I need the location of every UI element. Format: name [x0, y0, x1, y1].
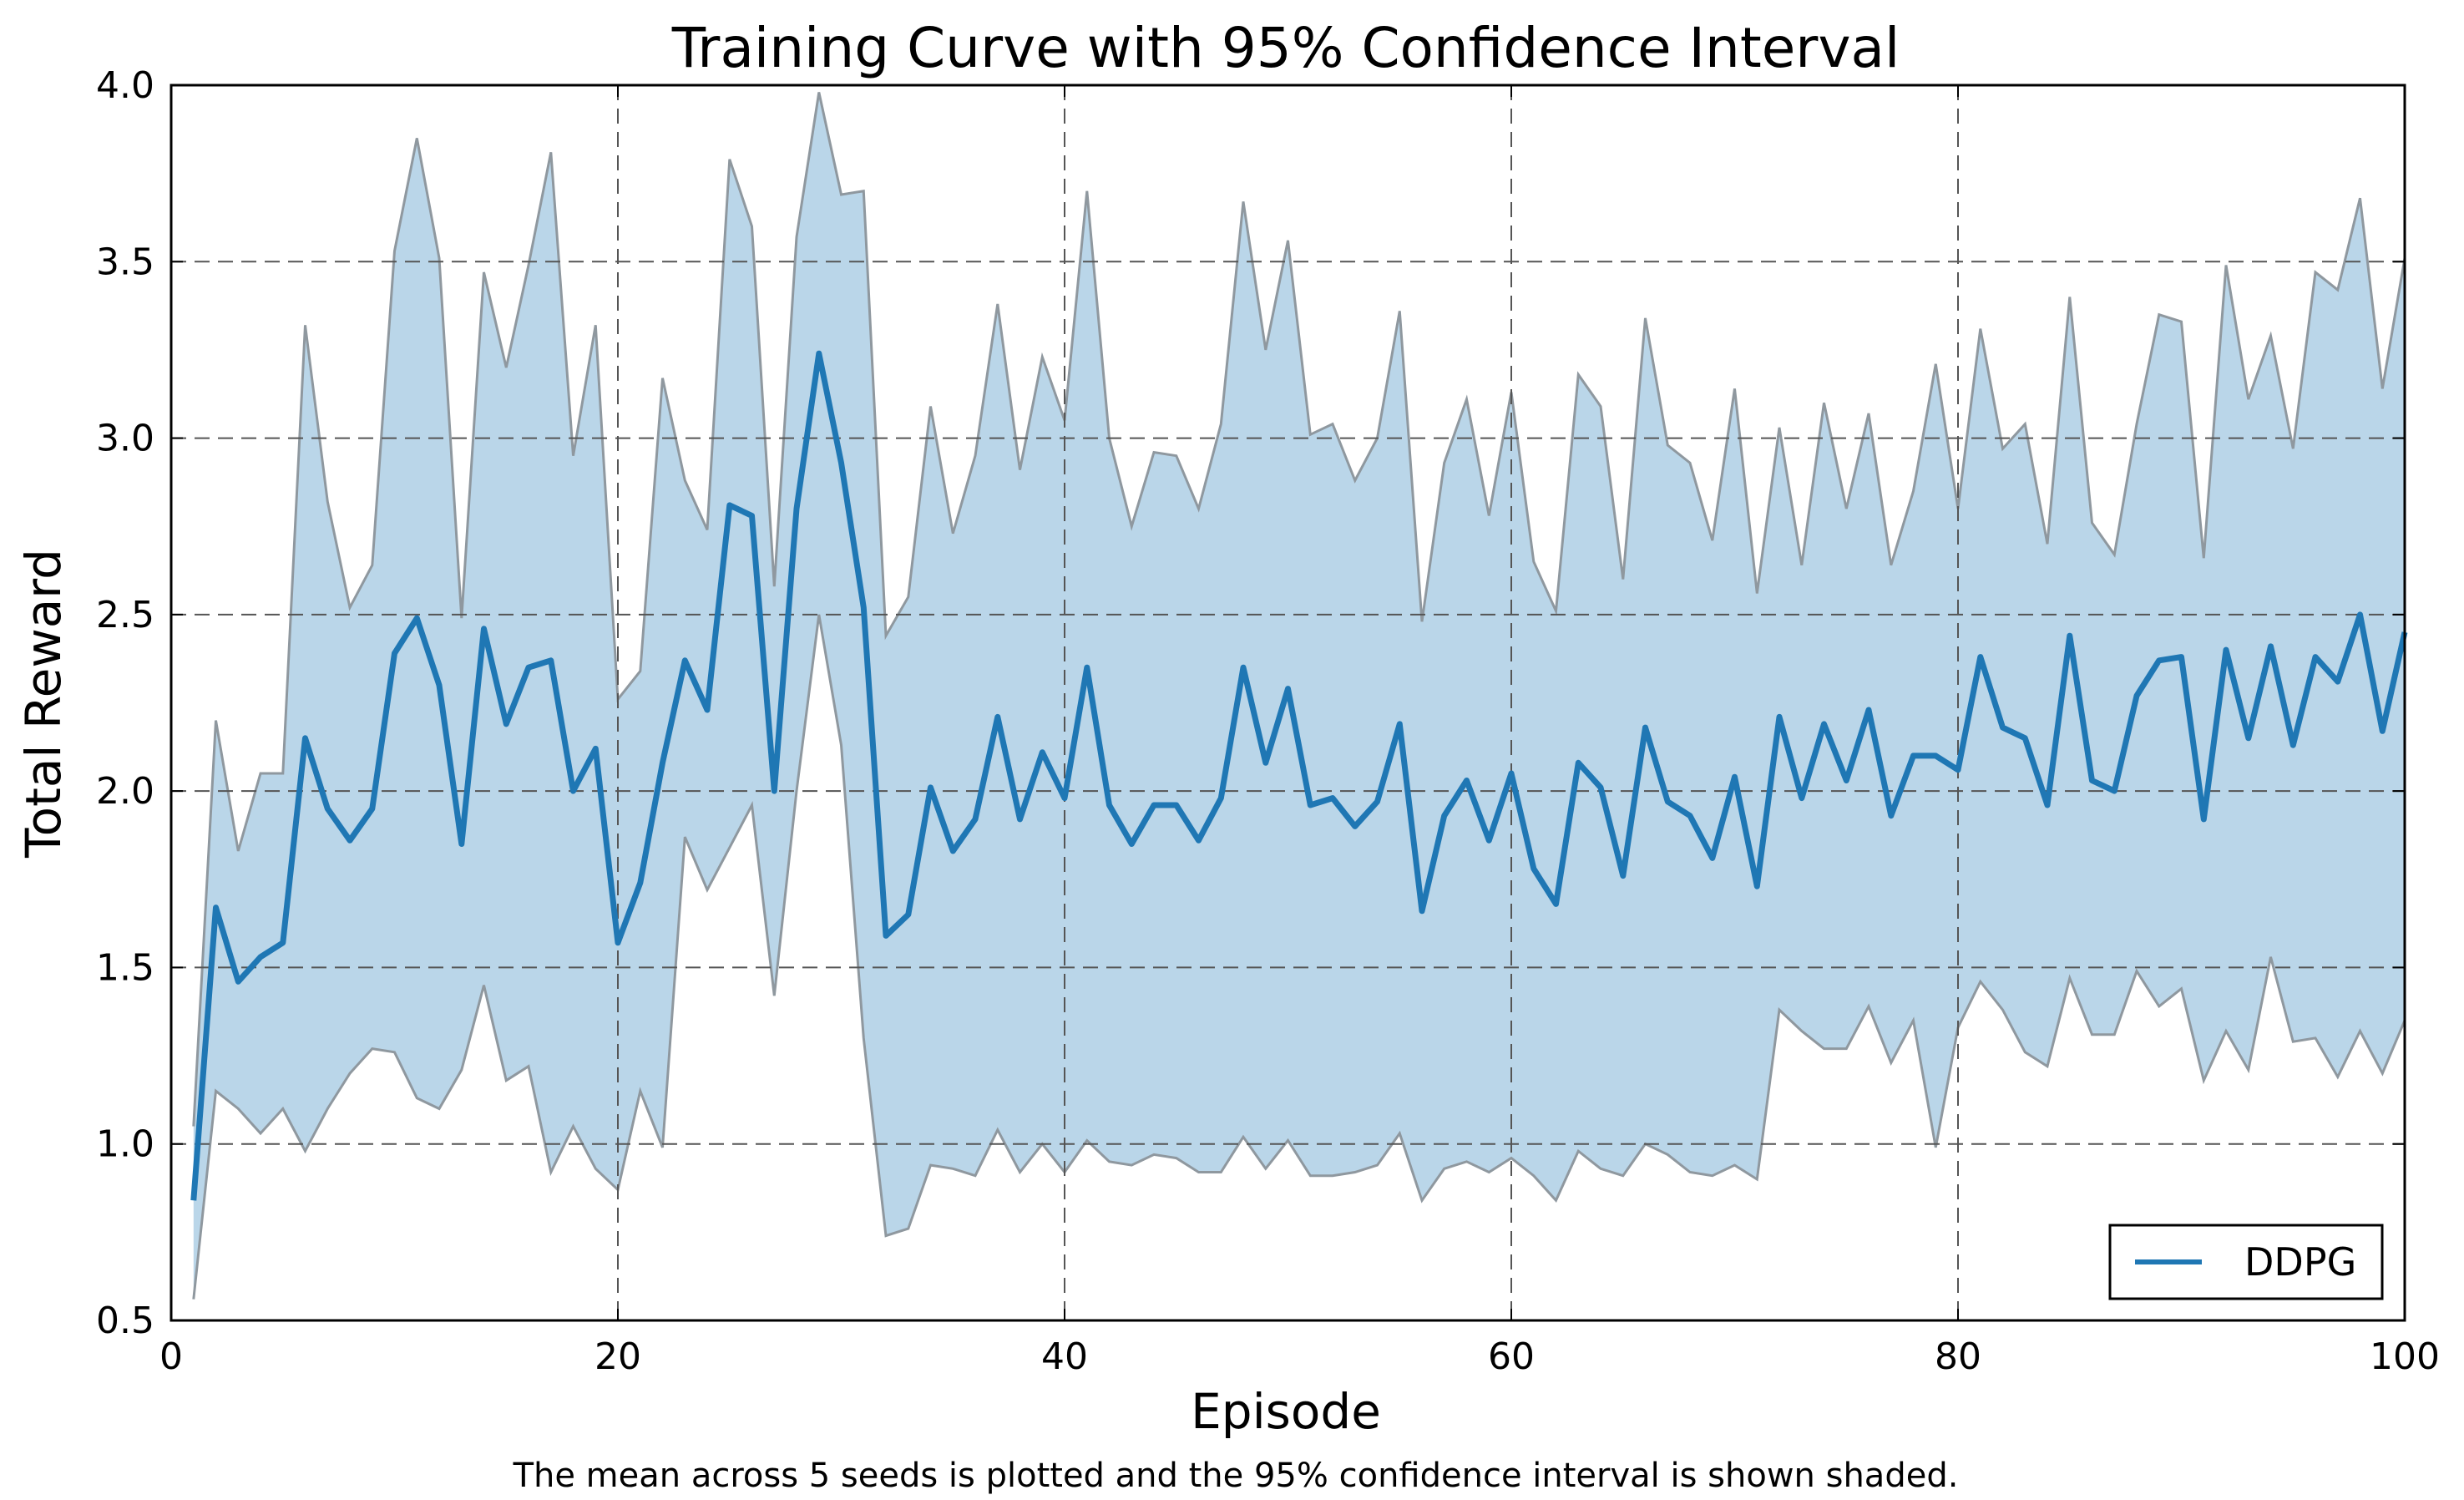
grid-layer	[171, 85, 2405, 1320]
y-tick-label: 4.0	[96, 64, 154, 107]
y-tick-label: 3.5	[96, 241, 154, 283]
y-tick-label: 2.5	[96, 594, 154, 636]
plot-area	[169, 84, 2408, 1322]
legend-label-ddpg: DDPG	[2244, 1239, 2356, 1285]
x-tick-label: 100	[2370, 1335, 2440, 1378]
x-tick-label: 80	[1935, 1335, 1981, 1378]
x-axis-ticks: 0 20 40 60 80 100	[159, 85, 2440, 1378]
y-axis-label: Total Reward	[15, 549, 72, 859]
x-tick-label: 20	[594, 1335, 641, 1378]
mean-line-layer	[190, 350, 2408, 1201]
x-tick-label: 0	[159, 1335, 183, 1378]
y-tick-label: 2.0	[96, 770, 154, 813]
chart-caption: The mean across 5 seeds is plotted and t…	[513, 1457, 1959, 1495]
x-tick-label: 60	[1488, 1335, 1535, 1378]
y-tick-label: 1.5	[96, 946, 154, 989]
confidence-band-layer	[192, 92, 2406, 1300]
confidence-band-upper-edge	[192, 92, 2406, 1127]
confidence-band	[193, 92, 2405, 1300]
x-tick-label: 40	[1041, 1335, 1088, 1378]
x-axis-label: Episode	[1191, 1383, 1381, 1440]
plot-frame	[169, 84, 2406, 1322]
chart-title: Training Curve with 95% Confidence Inter…	[671, 16, 1900, 80]
y-tick-label: 1.0	[96, 1123, 154, 1166]
confidence-band-lower-edge	[192, 614, 2406, 1300]
y-axis-ticks: 0.5 1.0 1.5 2.0 2.5 3.0 3.5 4.0	[96, 64, 2405, 1342]
legend: DDPG	[2108, 1224, 2384, 1300]
y-tick-label: 0.5	[96, 1300, 154, 1342]
series-line-ddpg	[190, 350, 2408, 1201]
y-tick-label: 3.0	[96, 418, 154, 460]
